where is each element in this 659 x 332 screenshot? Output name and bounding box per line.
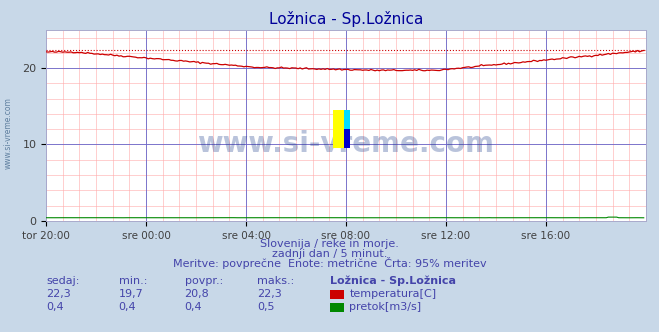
Text: min.:: min.: [119,276,147,286]
Title: Ložnica - Sp.Ložnica: Ložnica - Sp.Ložnica [269,11,423,27]
Text: 0,4: 0,4 [46,302,64,312]
Bar [333,110,344,148]
Text: 0,5: 0,5 [257,302,275,312]
Text: pretok[m3/s]: pretok[m3/s] [349,302,421,312]
Bar [344,129,350,148]
Text: 19,7: 19,7 [119,289,144,299]
Text: www.si-vreme.com: www.si-vreme.com [198,130,494,158]
Text: maks.:: maks.: [257,276,295,286]
Bar [344,110,350,129]
Text: www.si-vreme.com: www.si-vreme.com [3,97,13,169]
Text: zadnji dan / 5 minut.: zadnji dan / 5 minut. [272,249,387,259]
Text: Slovenija / reke in morje.: Slovenija / reke in morje. [260,239,399,249]
Text: 22,3: 22,3 [46,289,71,299]
Text: 20,8: 20,8 [185,289,210,299]
Text: 22,3: 22,3 [257,289,282,299]
Text: temperatura[C]: temperatura[C] [349,289,436,299]
Text: 0,4: 0,4 [185,302,202,312]
Text: 0,4: 0,4 [119,302,136,312]
Text: Ložnica - Sp.Ložnica: Ložnica - Sp.Ložnica [330,275,455,286]
Text: sedaj:: sedaj: [46,276,80,286]
Text: Meritve: povprečne  Enote: metrične  Črta: 95% meritev: Meritve: povprečne Enote: metrične Črta:… [173,257,486,269]
Text: povpr.:: povpr.: [185,276,223,286]
